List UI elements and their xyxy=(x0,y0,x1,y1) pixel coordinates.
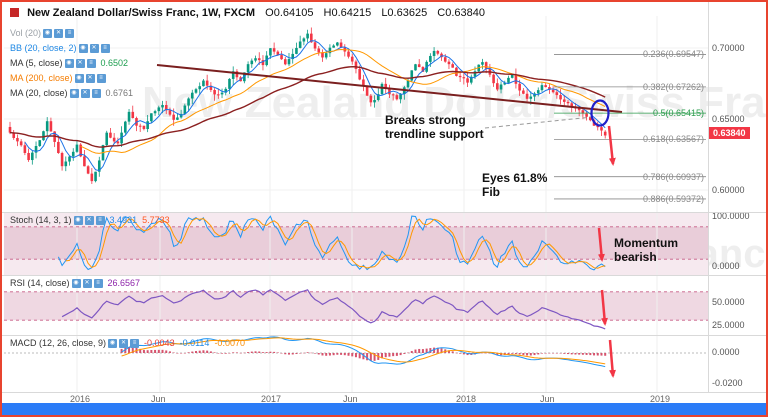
indicator-value: -0.0043 xyxy=(144,338,175,348)
close-icon[interactable]: ✕ xyxy=(119,338,129,348)
fib-level-label[interactable]: 0.886(0.59372) xyxy=(642,193,704,204)
time-axis-label: 2016 xyxy=(70,394,91,404)
pane-header-1[interactable]: RSI (14, close) ◉ ✕ ≡ 26.6567 xyxy=(10,278,140,288)
menu-icon[interactable]: ≡ xyxy=(95,215,105,225)
menu-icon[interactable]: ≡ xyxy=(65,28,75,38)
indicator-label: MA (200, close) xyxy=(10,73,73,83)
symbol-logo-icon xyxy=(10,8,19,17)
eye-icon[interactable]: ◉ xyxy=(73,215,83,225)
ohlc-low: L0.63625 xyxy=(381,7,428,19)
stoch-axis-label: 0.0000 xyxy=(712,261,740,271)
time-axis-label: Jun xyxy=(151,394,166,404)
indicator-value: 0.6502 xyxy=(100,58,129,68)
pane-separator[interactable] xyxy=(2,275,766,276)
macd-axis-label: 0.0000 xyxy=(712,347,740,357)
eye-icon[interactable]: ◉ xyxy=(108,338,118,348)
rsi-axis-label: 50.0000 xyxy=(712,297,745,307)
menu-icon[interactable]: ≡ xyxy=(86,58,96,68)
eye-icon[interactable]: ◉ xyxy=(74,73,84,83)
ohlc-open: O0.64105 xyxy=(265,7,314,19)
bottom-bar xyxy=(2,403,766,415)
indicator-row-0[interactable]: Vol (20) ◉ ✕ ≡ xyxy=(10,28,75,38)
indicator-value: 3.4931 xyxy=(109,215,138,225)
menu-icon[interactable]: ≡ xyxy=(130,338,140,348)
annotation-line: Breaks strong xyxy=(385,113,466,127)
indicator-value: 5.7733 xyxy=(142,215,170,225)
price-axis-label: 0.60000 xyxy=(712,185,745,195)
pane-separator[interactable] xyxy=(2,335,766,336)
stoch-axis-label: 100.0000 xyxy=(712,211,750,221)
axis-separator[interactable] xyxy=(708,2,709,392)
menu-icon[interactable]: ≡ xyxy=(100,43,110,53)
pane-separator[interactable] xyxy=(2,212,766,213)
time-axis-label: 2018 xyxy=(456,394,477,404)
fib-level-label[interactable]: 0.382(0.67262) xyxy=(642,81,704,92)
eye-icon[interactable]: ◉ xyxy=(71,278,81,288)
fib-level-label[interactable]: 0.618(0.63567) xyxy=(642,134,704,145)
annotation-line: bearish xyxy=(614,250,657,264)
annotation-line: Eyes 61.8% xyxy=(482,171,548,185)
ohlc-high: H0.64215 xyxy=(323,7,372,19)
indicator-label: BB (20, close, 2) xyxy=(10,43,77,53)
eye-icon[interactable]: ◉ xyxy=(43,28,53,38)
pane-header-2[interactable]: MACD (12, 26, close, 9) ◉ ✕ ≡ -0.0043 -0.0114… xyxy=(10,338,245,348)
eye-icon[interactable]: ◉ xyxy=(78,43,88,53)
indicator-value: 26.6567 xyxy=(107,278,141,288)
indicator-row-4[interactable]: MA (20, close) ◉ ✕ ≡ 0.6761 xyxy=(10,88,133,98)
indicator-value: 0.6761 xyxy=(105,88,134,98)
time-axis-label: 2019 xyxy=(650,394,671,404)
last-price-tag: 0.63840 xyxy=(709,127,750,139)
menu-icon[interactable]: ≡ xyxy=(93,278,103,288)
price-axis-label: 0.70000 xyxy=(712,43,745,53)
indicator-label: MA (20, close) xyxy=(10,88,68,98)
close-icon[interactable]: ✕ xyxy=(85,73,95,83)
annotation-line: Momentum xyxy=(614,236,678,250)
fib-level-label[interactable]: 0.786(0.60937) xyxy=(642,171,704,182)
close-icon[interactable]: ✕ xyxy=(54,28,64,38)
rsi-axis-label: 25.0000 xyxy=(712,320,745,330)
menu-icon[interactable]: ≡ xyxy=(96,73,106,83)
indicator-label: Stoch (14, 3, 1) xyxy=(10,215,72,225)
pane-header-0[interactable]: Stoch (14, 3, 1) ◉ ✕ ≡ 3.4931 5.7733 xyxy=(10,215,170,225)
close-icon[interactable]: ✕ xyxy=(84,215,94,225)
symbol-title: New Zealand Dollar/Swiss Franc, 1W, FXCM xyxy=(27,7,256,19)
time-axis-label: Jun xyxy=(540,394,555,404)
indicator-row-1[interactable]: BB (20, close, 2) ◉ ✕ ≡ xyxy=(10,43,110,53)
menu-icon[interactable]: ≡ xyxy=(91,88,101,98)
annotation-line: trendline support xyxy=(385,127,484,141)
annotation-momentum-bearish[interactable]: Momentum bearish xyxy=(614,236,678,264)
indicator-value: -0.0070 xyxy=(214,338,245,348)
close-icon[interactable]: ✕ xyxy=(89,43,99,53)
annotation-breaks-trendline[interactable]: Breaks strong trendline support xyxy=(385,113,484,141)
fib-level-label[interactable]: 0.236(0.69547) xyxy=(642,49,704,60)
indicator-label: Vol (20) xyxy=(10,28,42,38)
price-axis-label: 0.65000 xyxy=(712,114,745,124)
indicator-label: MA (5, close) xyxy=(10,58,63,68)
time-axis-label: Jun xyxy=(343,394,358,404)
close-icon[interactable]: ✕ xyxy=(75,58,85,68)
annotation-eyes-fib[interactable]: Eyes 61.8% Fib xyxy=(482,171,547,199)
fib-level-label[interactable]: 0.5(0.65415) xyxy=(652,108,704,119)
indicator-row-2[interactable]: MA (5, close) ◉ ✕ ≡ 0.6502 xyxy=(10,58,128,68)
ohlc-close: C0.63840 xyxy=(437,7,485,19)
close-icon[interactable]: ✕ xyxy=(82,278,92,288)
time-axis-label: 2017 xyxy=(261,394,282,404)
indicator-value: -0.0114 xyxy=(179,338,210,348)
eye-icon[interactable]: ◉ xyxy=(64,58,74,68)
pane-separator[interactable] xyxy=(2,392,766,393)
indicator-label: MACD (12, 26, close, 9) xyxy=(10,338,107,348)
annotation-line: Fib xyxy=(482,185,500,199)
eye-icon[interactable]: ◉ xyxy=(69,88,79,98)
symbol-header: New Zealand Dollar/Swiss Franc, 1W, FXCM… xyxy=(10,7,485,19)
close-icon[interactable]: ✕ xyxy=(80,88,90,98)
macd-axis-label: -0.0200 xyxy=(712,378,743,388)
indicator-label: RSI (14, close) xyxy=(10,278,70,288)
indicator-row-3[interactable]: MA (200, close) ◉ ✕ ≡ xyxy=(10,73,106,83)
